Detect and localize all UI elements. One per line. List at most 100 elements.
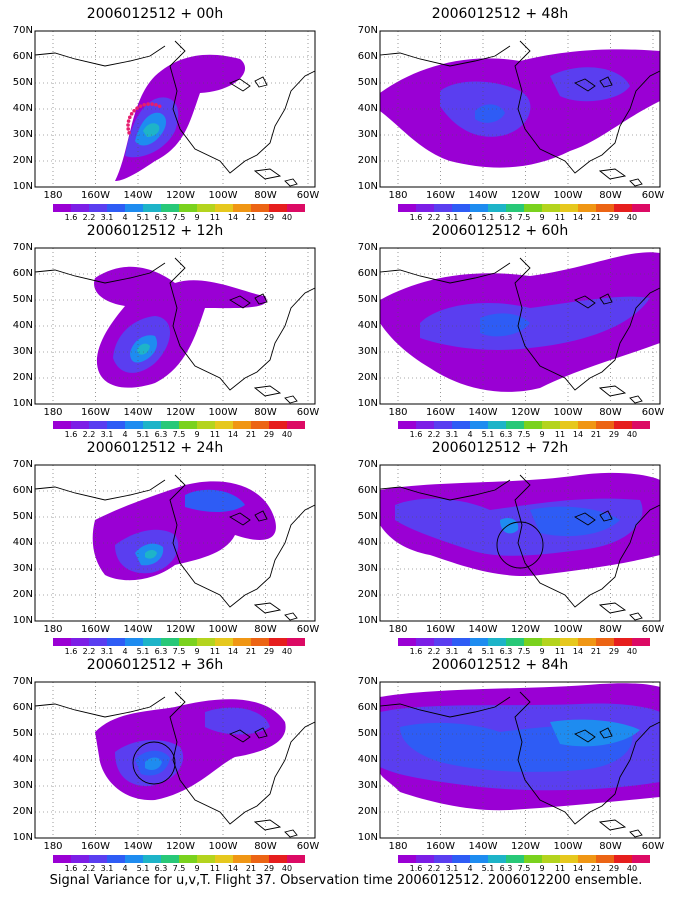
map-plot xyxy=(379,681,661,839)
colorbar-swatch xyxy=(287,855,305,863)
colorbar-swatch xyxy=(143,855,161,863)
variance-contour xyxy=(185,489,245,512)
colorbar-swatch xyxy=(434,421,452,429)
colorbar-label: 9 xyxy=(194,647,200,656)
colorbar-swatch xyxy=(269,204,287,212)
longitude-tick-label: 60W xyxy=(296,407,320,418)
colorbar-swatch xyxy=(560,204,578,212)
colorbar-label: 4 xyxy=(122,647,128,656)
colorbar-label: 4 xyxy=(467,864,473,873)
colorbar-swatch xyxy=(506,855,524,863)
colorbar-label: 29 xyxy=(263,647,275,656)
colorbar-swatch xyxy=(434,204,452,212)
colorbar-label: 40 xyxy=(281,864,293,873)
latitude-tick-label: 40N xyxy=(357,320,378,331)
map-plot xyxy=(379,247,661,405)
panel-title: 2006012512 + 24h xyxy=(86,440,224,456)
variance-contour xyxy=(115,54,246,181)
latitude-tick-label: 50N xyxy=(12,77,33,88)
colorbar-swatch xyxy=(578,638,596,646)
variance-contour xyxy=(530,506,620,537)
colorbar-swatch xyxy=(287,204,305,212)
colorbar-label: 4 xyxy=(467,430,473,439)
colorbar-swatch xyxy=(398,204,416,212)
colorbar-label: 7.5 xyxy=(172,213,186,222)
colorbar-label: 11 xyxy=(209,864,221,873)
colorbar-label: 14 xyxy=(227,864,239,873)
latitude-tick-label: 20N xyxy=(357,155,378,166)
latitude-tick-label: 10N xyxy=(357,398,378,409)
colorbar-label: 3.1 xyxy=(100,213,114,222)
longitude-tick-label: 160W xyxy=(81,407,110,418)
colorbar-swatch xyxy=(251,204,269,212)
latitude-tick-label: 60N xyxy=(12,51,33,62)
colorbar-swatch xyxy=(143,638,161,646)
observation-point xyxy=(127,115,132,120)
colorbar-swatch xyxy=(89,204,107,212)
colorbar-swatch xyxy=(197,855,215,863)
map-panel: 2006012512 + 60h 70N 60N 50N 40N 30N 20N 10N 180… xyxy=(350,222,665,439)
map-panel: 2006012512 + 84h 70N 60N 50N 40N 30N 20N 10N 180… xyxy=(350,656,665,873)
latitude-tick-label: 40N xyxy=(12,754,33,765)
colorbar-swatch xyxy=(143,204,161,212)
latitude-tick-label: 20N xyxy=(12,155,33,166)
longitude-tick-label: 100W xyxy=(208,841,238,852)
colorbar-label: 11 xyxy=(554,647,566,656)
colorbar-label: 21 xyxy=(245,213,257,222)
colorbar-label: 3.1 xyxy=(100,430,114,439)
variance-contour xyxy=(145,757,162,770)
latitude-tick-label: 30N xyxy=(357,129,378,140)
colorbar-swatch xyxy=(506,638,524,646)
latitude-tick-label: 60N xyxy=(357,268,378,279)
longitude-tick-label: 80W xyxy=(254,624,277,635)
colorbar-swatch xyxy=(53,638,71,646)
colorbar-label: 3.1 xyxy=(100,647,114,656)
colorbar-swatch xyxy=(197,204,215,212)
colorbar-label: 11 xyxy=(554,430,566,439)
map-plot xyxy=(379,464,661,622)
plot-frame xyxy=(379,247,661,405)
latitude-tick-label: 40N xyxy=(12,537,33,548)
colorbar-label: 5.1 xyxy=(136,864,150,873)
colorbar-swatch xyxy=(542,638,560,646)
colorbar-label: 6.3 xyxy=(499,864,513,873)
colorbar-swatch xyxy=(161,421,179,429)
colorbar-swatch xyxy=(452,204,470,212)
colorbar-swatch xyxy=(470,421,488,429)
target-circle xyxy=(496,521,544,569)
colorbar-label: 14 xyxy=(227,213,239,222)
colorbar-label: 1.6 xyxy=(409,213,423,222)
colorbar-swatch xyxy=(596,855,614,863)
colorbar-swatch xyxy=(179,638,197,646)
colorbar-swatch xyxy=(107,638,125,646)
colorbar-label: 40 xyxy=(626,213,638,222)
coastline xyxy=(34,479,166,501)
colorbar-label: 9 xyxy=(194,430,200,439)
colorbar-swatch xyxy=(161,204,179,212)
panel-title: 2006012512 + 72h xyxy=(431,440,569,456)
longitude-tick-label: 60W xyxy=(641,624,665,635)
latitude-tick-label: 60N xyxy=(357,51,378,62)
coastline xyxy=(514,474,661,608)
colorbar-label: 2.2 xyxy=(427,430,441,439)
colorbar-swatch xyxy=(614,638,632,646)
colorbar xyxy=(398,421,650,429)
coastline xyxy=(169,257,316,391)
colorbar-swatch xyxy=(542,855,560,863)
observation-point xyxy=(126,123,130,127)
map-plot xyxy=(34,464,316,622)
latitude-tick-label: 40N xyxy=(357,537,378,548)
longitude-tick-label: 80W xyxy=(599,841,622,852)
variance-contour xyxy=(205,707,270,735)
colorbar-label: 9 xyxy=(539,430,545,439)
colorbar-swatch xyxy=(269,855,287,863)
colorbar-label: 7.5 xyxy=(517,213,531,222)
longitude-tick-label: 180 xyxy=(388,624,408,635)
latitude-tick-label: 40N xyxy=(12,103,33,114)
latitude-tick-label: 60N xyxy=(357,702,378,713)
colorbar-label: 2.2 xyxy=(427,647,441,656)
colorbar-label: 14 xyxy=(572,647,584,656)
colorbar-swatch xyxy=(560,421,578,429)
longitude-tick-label: 180 xyxy=(388,190,408,201)
panel-title: 2006012512 + 48h xyxy=(431,6,569,22)
